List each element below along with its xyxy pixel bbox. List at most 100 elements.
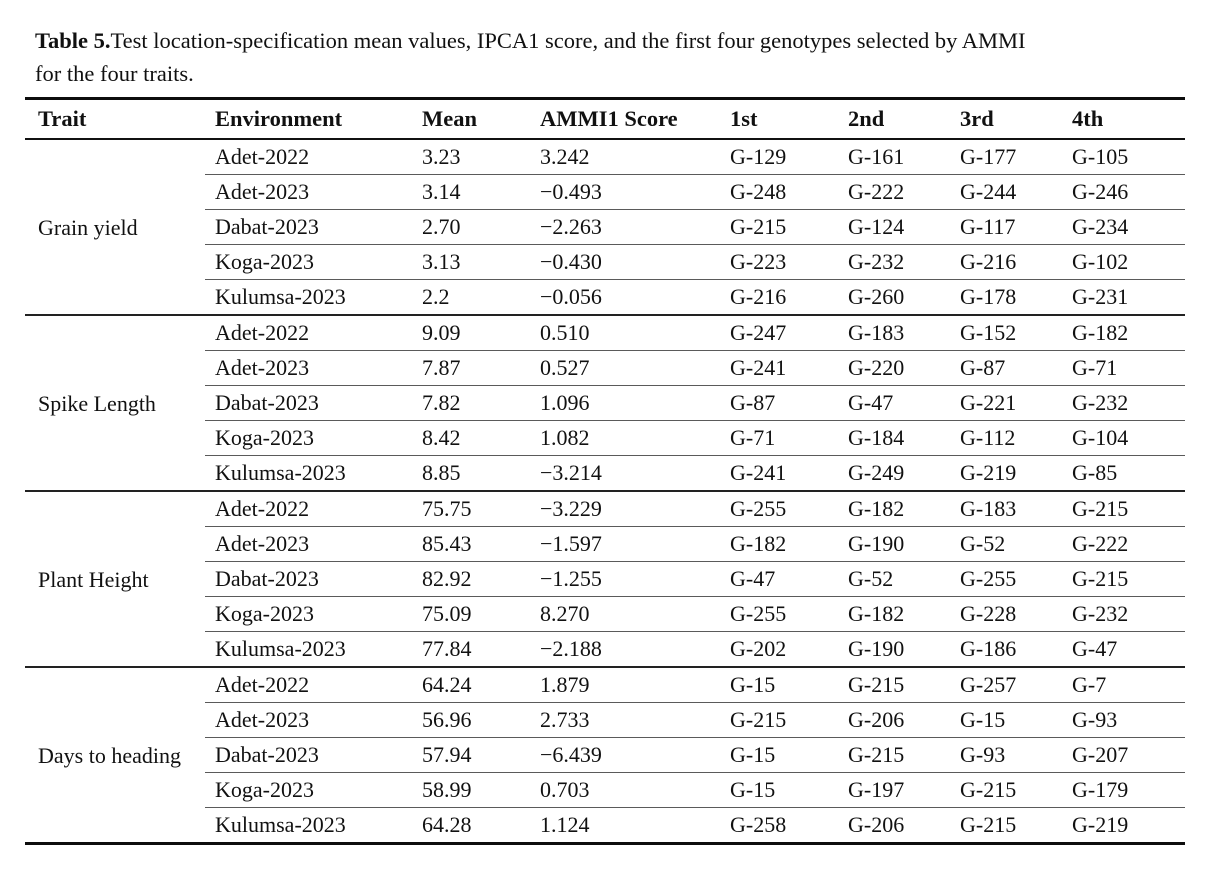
cell-ammi1-score: 1.879 [530, 666, 720, 703]
cell-mean: 75.09 [412, 596, 530, 632]
cell-mean: 8.85 [412, 455, 530, 491]
cell-genotype-2nd: G-215 [838, 666, 950, 703]
cell-ammi1-score: −3.214 [530, 455, 720, 491]
table-row: Adet-2023 7.87 0.527 G-241 G-220 G-87 G-71 [25, 350, 1185, 386]
cell-genotype-3rd: G-244 [950, 174, 1062, 210]
table-row: Spike Length Adet-2022 9.09 0.510 G-247 G-183… [25, 314, 1185, 491]
cell-genotype-4th: G-179 [1062, 772, 1185, 808]
table-row: Kulumsa-2023 2.2 −0.056 G-216 G-260 G-178 G-23… [25, 279, 1185, 315]
cell-genotype-2nd: G-190 [838, 631, 950, 667]
cell-environment: Koga-2023 [205, 596, 412, 632]
table-row: Koga-2023 3.13 −0.430 G-223 G-232 G-216 G-102 [25, 244, 1185, 280]
cell-genotype-3rd: G-219 [950, 455, 1062, 491]
cell-genotype-4th: G-47 [1062, 631, 1185, 667]
cell-genotype-4th: G-232 [1062, 385, 1185, 421]
cell-genotype-1st: G-215 [720, 209, 838, 245]
cell-genotype-1st: G-15 [720, 772, 838, 808]
cell-ammi1-score: −1.255 [530, 561, 720, 597]
cell-genotype-4th: G-215 [1062, 561, 1185, 597]
cell-mean: 56.96 [412, 702, 530, 738]
cell-ammi1-score: 0.527 [530, 350, 720, 386]
cell-mean: 2.2 [412, 279, 530, 315]
cell-mean: 85.43 [412, 526, 530, 562]
table-caption-text-line1: Test location-specification mean values,… [110, 28, 1026, 53]
trait-label: Grain yield [38, 214, 138, 240]
cell-genotype-4th: G-104 [1062, 420, 1185, 456]
cell-genotype-1st: G-202 [720, 631, 838, 667]
cell-genotype-1st: G-182 [720, 526, 838, 562]
data-table: Trait Environment Mean AMMI1 Score 1st 2… [25, 97, 1185, 845]
cell-ammi1-score: 8.270 [530, 596, 720, 632]
table-row: Dabat-2023 82.92 −1.255 G-47 G-52 G-255 G-215 [25, 561, 1185, 597]
cell-genotype-4th: G-234 [1062, 209, 1185, 245]
cell-genotype-1st: G-129 [730, 144, 787, 169]
cell-genotype-2nd: G-206 [838, 807, 950, 844]
cell-genotype-1st: G-87 [720, 385, 838, 421]
cell-mean: 75.75 [412, 490, 530, 527]
cell-genotype-2nd: G-183 [838, 314, 950, 351]
cell-genotype-3rd: G-15 [950, 702, 1062, 738]
trait-label: Spike Length [25, 314, 205, 491]
cell-genotype-2nd: G-184 [838, 420, 950, 456]
cell-genotype-3rd: G-93 [950, 737, 1062, 773]
cell-ammi1-score: −1.597 [530, 526, 720, 562]
trait-label: Plant Height [25, 490, 205, 667]
cell-genotype-3rd: G-255 [950, 561, 1062, 597]
cell-genotype-2nd: G-197 [838, 772, 950, 808]
table-body: Grain yield Adet-2022 3.23 3.242 G-129 G-161 G… [25, 139, 1185, 844]
cell-genotype-4th: G-182 [1062, 314, 1185, 351]
cell-genotype-2nd: G-215 [838, 737, 950, 773]
cell-genotype-4th: G-219 [1062, 807, 1185, 844]
cell-genotype-3rd: G-177 [960, 144, 1017, 169]
cell-genotype-3rd: G-112 [950, 420, 1062, 456]
cell-mean: 7.87 [412, 350, 530, 386]
table-row: Dabat-2023 57.94 −6.439 G-15 G-215 G-93 G-207 [25, 737, 1185, 773]
cell-genotype-2nd: G-124 [838, 209, 950, 245]
cell-genotype-2nd: G-232 [838, 244, 950, 280]
table-row: Grain yield Adet-2022 3.23 3.242 G-129 G-161 G… [25, 139, 1185, 240]
cell-ammi1-score: −3.229 [530, 490, 720, 527]
column-header-mean: Mean [412, 98, 530, 140]
cell-genotype-2nd: G-249 [838, 455, 950, 491]
cell-environment: Adet-2022 [205, 490, 412, 527]
cell-ammi1-score: 3.242 [540, 144, 590, 169]
column-header-3rd: 3rd [950, 98, 1062, 140]
cell-environment: Adet-2022 [205, 314, 412, 351]
cell-genotype-3rd: G-215 [950, 807, 1062, 844]
cell-environment: Adet-2023 [205, 526, 412, 562]
cell-genotype-4th: G-246 [1062, 174, 1185, 210]
cell-genotype-4th: G-105 [1072, 144, 1129, 169]
cell-ammi1-score: −0.493 [530, 174, 720, 210]
cell-genotype-3rd: G-186 [950, 631, 1062, 667]
cell-genotype-4th: G-71 [1062, 350, 1185, 386]
cell-environment: Koga-2023 [205, 244, 412, 280]
cell-genotype-3rd: G-257 [950, 666, 1062, 703]
cell-ammi1-score: 0.510 [530, 314, 720, 351]
cell-genotype-1st: G-255 [720, 596, 838, 632]
cell-genotype-1st: G-255 [720, 490, 838, 527]
cell-ammi1-score: 1.124 [530, 807, 720, 844]
cell-ammi1-score: −0.430 [530, 244, 720, 280]
cell-genotype-4th: G-232 [1062, 596, 1185, 632]
cell-genotype-3rd: G-216 [950, 244, 1062, 280]
cell-mean: 77.84 [412, 631, 530, 667]
cell-genotype-2nd: G-190 [838, 526, 950, 562]
cell-environment: Adet-2023 [205, 702, 412, 738]
cell-mean: 64.28 [412, 807, 530, 844]
cell-ammi1-score: −0.056 [530, 279, 720, 315]
cell-genotype-1st: G-47 [720, 561, 838, 597]
cell-mean: 64.24 [412, 666, 530, 703]
table-row: Koga-2023 8.42 1.082 G-71 G-184 G-112 G-104 [25, 420, 1185, 456]
cell-ammi1-score: 1.082 [530, 420, 720, 456]
table-row: Adet-2023 3.14 −0.493 G-248 G-222 G-244 G-246 [25, 174, 1185, 210]
cell-genotype-1st: G-15 [720, 737, 838, 773]
cell-genotype-4th: G-102 [1062, 244, 1185, 280]
table-row: Adet-2023 85.43 −1.597 G-182 G-190 G-52 G-222 [25, 526, 1185, 562]
cell-genotype-3rd: G-117 [950, 209, 1062, 245]
cell-genotype-3rd: G-183 [950, 490, 1062, 527]
cell-genotype-2nd: G-47 [838, 385, 950, 421]
cell-genotype-4th: G-222 [1062, 526, 1185, 562]
cell-environment: Dabat-2023 [205, 737, 412, 773]
cell-genotype-4th: G-7 [1062, 666, 1185, 703]
